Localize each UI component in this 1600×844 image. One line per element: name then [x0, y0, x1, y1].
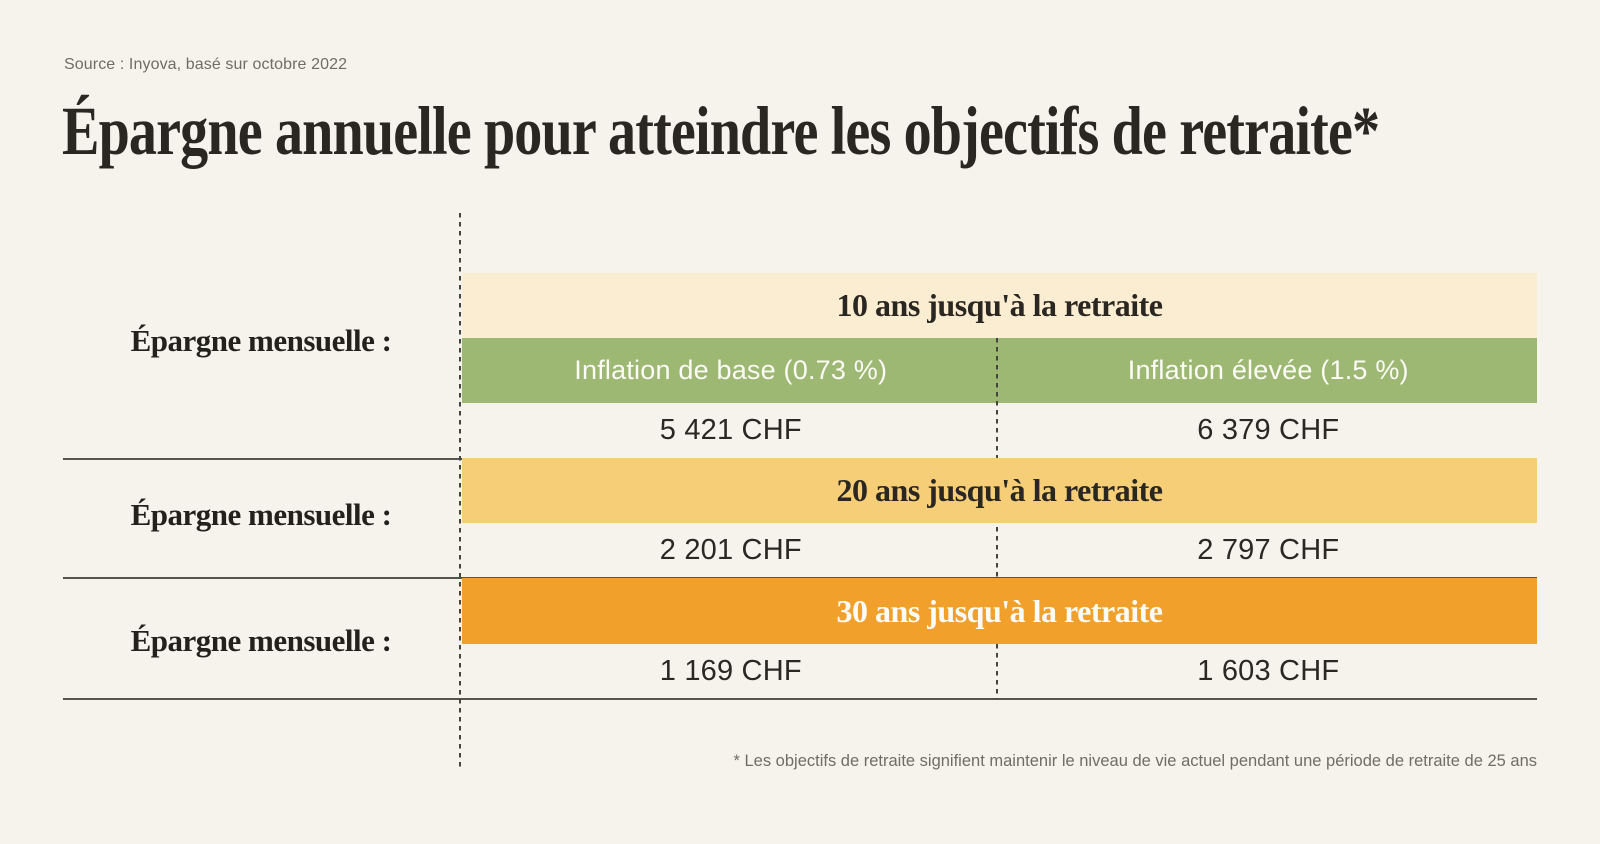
row-separator-line-3	[63, 698, 1537, 700]
value-30-years-base: 1 169 CHF	[659, 654, 802, 687]
band-header-10-years: 10 ans jusqu'à la retraite	[462, 273, 1537, 338]
page-title-text: Épargne annuelle pour atteindre les obje…	[62, 93, 1380, 170]
value-10-years-base: 5 421 CHF	[659, 414, 802, 446]
value-10-years-high: 6 379 CHF	[1197, 414, 1340, 446]
band-header-10-years-label: 10 ans jusqu'à la retraite	[836, 287, 1163, 323]
row-label-monthly-savings-1: Épargne mensuelle :	[130, 323, 392, 358]
footnote: * Les objectifs de retraite signifient m…	[733, 752, 1537, 770]
band-header-30-years: 30 ans jusqu'à la retraite	[462, 578, 1537, 644]
band-header-20-years: 20 ans jusqu'à la retraite	[462, 458, 1537, 523]
values-row-30-years: 1 169 CHF 1 603 CHF	[462, 644, 1537, 698]
page-title: Épargne annuelle pour atteindre les obje…	[62, 92, 1600, 171]
column-header-high-inflation: Inflation élevée (1.5 %)	[1127, 355, 1409, 385]
value-30-years-high: 1 603 CHF	[1197, 654, 1340, 687]
values-row-20-years: 2 201 CHF 2 797 CHF	[462, 523, 1537, 577]
row-label-monthly-savings-2: Épargne mensuelle :	[130, 497, 392, 532]
column-header-base-inflation: Inflation de base (0.73 %)	[574, 355, 888, 385]
value-20-years-high: 2 797 CHF	[1197, 533, 1340, 566]
source-caption: Source : Inyova, basé sur octobre 2022	[64, 56, 348, 73]
band-header-30-years-label: 30 ans jusqu'à la retraite	[836, 592, 1163, 629]
dotted-divider-left	[459, 213, 461, 770]
value-20-years-base: 2 201 CHF	[659, 533, 802, 566]
row-label-monthly-savings-3: Épargne mensuelle :	[130, 623, 392, 658]
values-row-10-years: 5 421 CHF 6 379 CHF	[462, 403, 1537, 458]
band-header-20-years-label: 20 ans jusqu'à la retraite	[836, 472, 1163, 508]
band-inflation-columns: Inflation de base (0.73 %) Inflation éle…	[462, 338, 1537, 403]
